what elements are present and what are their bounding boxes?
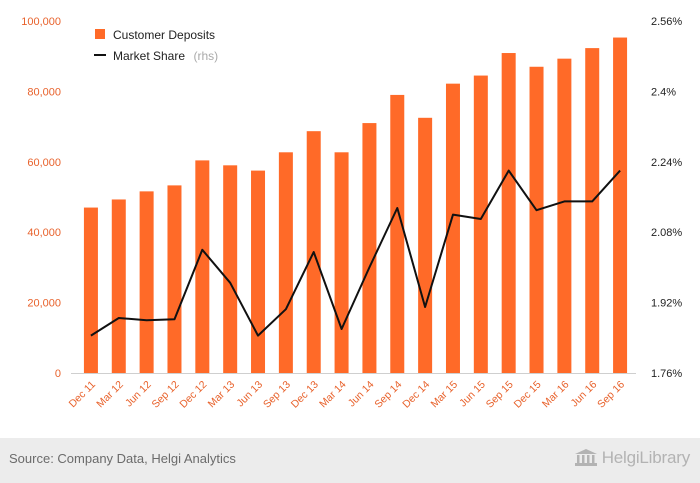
left-tick-label: 0 xyxy=(55,368,61,380)
x-tick-label: Sep 14 xyxy=(372,379,404,411)
left-tick-label: 100,000 xyxy=(21,16,61,28)
bar-jun-16 xyxy=(585,48,600,373)
source-note: Source: Company Data, Helgi Analytics xyxy=(9,451,236,466)
legend-label-market-share-name: Market Share xyxy=(113,49,185,63)
x-tick-label: Dec 12 xyxy=(177,379,209,411)
right-tick-label: 2.4% xyxy=(651,86,676,98)
bar-mar-12 xyxy=(111,199,126,373)
bar-dec-15 xyxy=(529,66,544,373)
x-tick-label: Jun 12 xyxy=(123,379,154,410)
x-tick-label: Jun 13 xyxy=(234,379,265,410)
bar-sep-16 xyxy=(613,37,628,373)
bar-mar-15 xyxy=(445,83,460,373)
x-tick-label: Mar 15 xyxy=(428,379,460,411)
x-tick-label: Dec 14 xyxy=(400,379,432,411)
bar-jun-14 xyxy=(362,123,377,373)
x-tick-label: Dec 13 xyxy=(289,379,321,411)
legend: Customer Deposits Market Share (rhs) xyxy=(94,28,218,64)
market-share-line xyxy=(90,169,621,337)
bar-jun-13 xyxy=(251,170,266,373)
x-tick-label: Mar 12 xyxy=(94,379,126,411)
left-axis-ticks: 0 20,000 40,000 60,000 80,000 100,000 xyxy=(21,16,61,380)
right-tick-label: 1.76% xyxy=(651,368,682,380)
left-tick-label: 60,000 xyxy=(27,157,61,169)
bar-dec-11 xyxy=(83,207,98,373)
footer: Source: Company Data, Helgi Analytics He… xyxy=(0,438,700,483)
x-tick-label: Sep 16 xyxy=(595,379,627,411)
x-tick-label: Mar 16 xyxy=(540,379,572,411)
legend-swatch-customer-deposits xyxy=(95,29,105,39)
logo-text: HelgiLibrary xyxy=(601,448,691,467)
x-tick-label: Sep 12 xyxy=(150,379,182,411)
right-tick-label: 1.92% xyxy=(651,298,682,310)
legend-label-market-share: Market Share (rhs) xyxy=(113,47,218,64)
x-tick-label: Dec 11 xyxy=(67,379,99,411)
right-axis-ticks: 1.76% 1.92% 2.08% 2.24% 2.4% 2.56% xyxy=(651,16,682,380)
left-tick-label: 40,000 xyxy=(27,227,61,239)
bar-sep-15 xyxy=(501,53,516,373)
bar-sep-14 xyxy=(390,94,405,374)
x-tick-label: Jun 15 xyxy=(457,379,488,410)
x-tick-label: Jun 16 xyxy=(569,379,600,410)
legend-label-market-share-suffix: (rhs) xyxy=(193,49,218,63)
left-tick-label: 80,000 xyxy=(27,86,61,98)
bar-series-customer-deposits xyxy=(83,37,628,374)
x-tick-label: Mar 13 xyxy=(206,379,238,411)
x-tick-label: Sep 15 xyxy=(484,379,516,411)
right-tick-label: 2.24% xyxy=(651,157,682,169)
x-tick-label: Dec 15 xyxy=(512,379,544,411)
x-tick-label: Mar 14 xyxy=(317,379,349,411)
legend-label-customer-deposits: Customer Deposits xyxy=(113,28,215,42)
bar-dec-12 xyxy=(195,160,210,373)
x-tick-label: Sep 13 xyxy=(261,379,293,411)
left-tick-label: 20,000 xyxy=(27,298,61,310)
helgi-library-logo: HelgiLibrary xyxy=(574,448,690,468)
bar-jun-15 xyxy=(473,75,488,373)
right-tick-label: 2.08% xyxy=(651,227,682,239)
bar-dec-14 xyxy=(418,117,433,373)
bar-sep-12 xyxy=(167,185,182,373)
bar-mar-16 xyxy=(557,58,572,373)
x-tick-label: Jun 14 xyxy=(346,379,377,410)
library-building-icon xyxy=(574,449,597,466)
bar-sep-13 xyxy=(278,152,293,373)
line-series-market-share xyxy=(90,169,621,337)
bar-mar-14 xyxy=(334,152,349,373)
right-tick-label: 2.56% xyxy=(651,16,682,28)
bar-mar-13 xyxy=(223,165,238,373)
bar-jun-12 xyxy=(139,191,154,373)
